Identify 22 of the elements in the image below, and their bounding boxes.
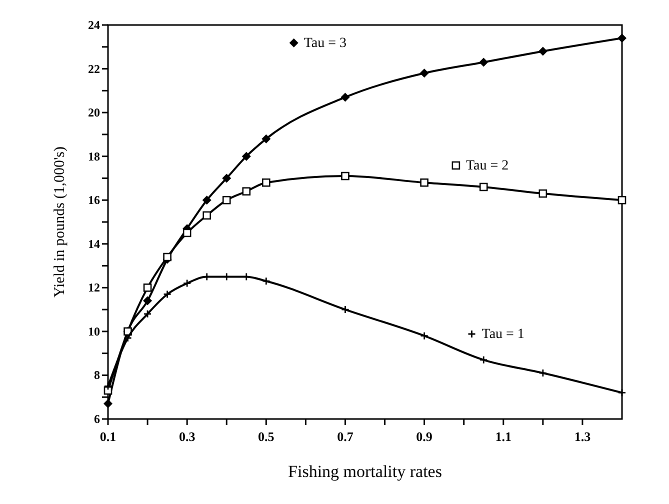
x-tick-label: 0.5	[258, 429, 275, 444]
x-axis-title: Fishing mortality rates	[288, 462, 442, 481]
y-tick-label: 14	[88, 236, 100, 251]
legend-label: Tau = 2	[466, 158, 509, 174]
y-tick-label: 8	[94, 368, 100, 382]
legend-label: Tau = 3	[304, 36, 347, 51]
x-tick-label: 0.1	[100, 429, 116, 444]
legend-label: Tau = 1	[482, 327, 524, 342]
y-tick-label: 18	[88, 149, 100, 164]
x-tick-label: 0.9	[416, 429, 433, 444]
y-tick-label: 16	[88, 193, 100, 208]
x-tick-label: 0.3	[178, 429, 196, 444]
y-tick-label: 6	[94, 412, 100, 426]
x-tick-label: 1.1	[495, 429, 512, 444]
y-tick-label: 10	[88, 324, 100, 338]
y-tick-label: 22	[88, 62, 100, 76]
x-tick-label: 1.3	[574, 429, 592, 444]
y-tick-label: 12	[88, 280, 100, 295]
y-axis-title: Yield in pounds (1,000's)	[52, 146, 68, 298]
y-tick-label: 24	[88, 18, 100, 32]
x-tick-label: 0.7	[337, 429, 354, 444]
y-tick-label: 20	[88, 106, 100, 120]
